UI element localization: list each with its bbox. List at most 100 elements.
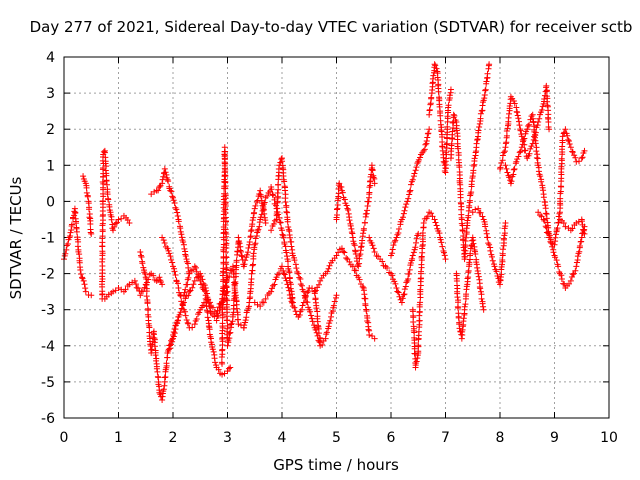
data-point bbox=[279, 263, 285, 270]
x-tick-label: 1 bbox=[114, 430, 123, 446]
data-point-trace bbox=[396, 293, 403, 300]
data-point-trace bbox=[242, 257, 249, 264]
data-point-trace bbox=[473, 140, 480, 147]
data-point-trace bbox=[168, 256, 175, 263]
data-point-trace bbox=[456, 325, 463, 332]
data-point bbox=[349, 263, 356, 270]
data-point-trace bbox=[80, 277, 87, 284]
data-point-trace bbox=[168, 188, 175, 195]
data-point bbox=[333, 252, 340, 259]
data-point-trace bbox=[557, 195, 564, 202]
data-point bbox=[202, 292, 209, 299]
data-point-trace bbox=[250, 250, 257, 257]
data-point-trace bbox=[226, 330, 233, 337]
data-point bbox=[88, 292, 95, 299]
data-point bbox=[300, 288, 307, 295]
data-point-trace bbox=[531, 128, 538, 135]
data-point-trace bbox=[516, 122, 523, 129]
data-point-trace bbox=[153, 365, 160, 372]
data-point-trace bbox=[160, 237, 167, 244]
data-point-trace bbox=[184, 319, 191, 326]
data-point-trace bbox=[287, 295, 294, 302]
data-point-trace bbox=[528, 113, 535, 120]
data-point-trace bbox=[510, 98, 517, 105]
data-point bbox=[115, 216, 122, 223]
data-point-trace bbox=[481, 95, 488, 102]
data-point-trace bbox=[195, 271, 202, 278]
data-point-trace bbox=[346, 217, 353, 224]
data-point-trace bbox=[578, 238, 585, 245]
data-point-trace bbox=[62, 250, 69, 257]
data-point-trace bbox=[413, 164, 420, 171]
data-point-trace bbox=[275, 181, 282, 188]
data-point-trace bbox=[124, 216, 131, 223]
data-point-trace bbox=[477, 110, 484, 117]
data-point-trace bbox=[144, 300, 151, 307]
data-point bbox=[573, 263, 580, 270]
data-point-trace bbox=[170, 333, 177, 340]
data-point bbox=[578, 155, 585, 162]
data-point bbox=[567, 277, 574, 284]
data-point bbox=[409, 252, 416, 259]
data-point-trace bbox=[319, 341, 326, 348]
data-point-trace bbox=[508, 178, 515, 185]
data-point-trace bbox=[479, 213, 486, 220]
data-point-trace bbox=[441, 249, 448, 256]
data-point-trace bbox=[409, 255, 416, 262]
data-point-trace bbox=[216, 304, 223, 311]
data-point-trace bbox=[507, 177, 514, 184]
data-point-trace bbox=[429, 213, 436, 220]
data-point-trace bbox=[425, 130, 432, 137]
data-point-trace bbox=[162, 373, 169, 380]
data-point-trace bbox=[285, 284, 292, 291]
data-point-trace bbox=[228, 320, 235, 327]
data-point-trace bbox=[338, 183, 345, 190]
data-point-trace bbox=[274, 205, 281, 212]
data-point-trace bbox=[462, 301, 469, 308]
data-point-trace bbox=[102, 160, 109, 167]
data-point-trace bbox=[400, 291, 407, 298]
data-point-trace bbox=[87, 220, 94, 227]
data-point-trace bbox=[395, 289, 402, 296]
data-point-trace bbox=[225, 365, 232, 372]
data-point-trace bbox=[223, 317, 230, 324]
data-point-trace bbox=[503, 165, 510, 172]
data-point-trace bbox=[529, 115, 536, 122]
data-point-trace bbox=[451, 112, 458, 119]
data-point-trace bbox=[212, 359, 219, 366]
data-point-trace bbox=[247, 228, 254, 235]
data-point-trace bbox=[151, 343, 158, 350]
data-point-trace bbox=[161, 374, 168, 381]
data-point bbox=[567, 144, 574, 151]
data-point-trace bbox=[122, 286, 129, 293]
data-point-trace bbox=[560, 219, 567, 226]
data-point-trace bbox=[270, 220, 277, 227]
data-point-trace bbox=[464, 217, 471, 224]
data-point-trace bbox=[506, 174, 513, 181]
data-point-trace bbox=[470, 162, 477, 169]
data-point-trace bbox=[413, 358, 420, 365]
data-point bbox=[502, 220, 509, 227]
data-point-trace bbox=[222, 172, 229, 179]
y-axis-label: SDTVAR / TECUs bbox=[7, 176, 25, 299]
data-point bbox=[251, 241, 258, 248]
data-point-trace bbox=[166, 345, 173, 352]
data-point bbox=[480, 306, 487, 313]
data-point-trace bbox=[354, 262, 361, 269]
data-point-trace bbox=[234, 316, 241, 323]
data-point-trace bbox=[81, 281, 88, 288]
data-point-trace bbox=[541, 95, 548, 102]
data-point bbox=[164, 245, 171, 252]
data-point-trace bbox=[143, 276, 150, 283]
data-point-trace bbox=[314, 332, 321, 339]
data-point-trace bbox=[247, 233, 254, 240]
data-point-trace bbox=[515, 153, 522, 160]
data-point-trace bbox=[248, 276, 255, 283]
data-point-trace bbox=[309, 318, 316, 325]
data-point bbox=[431, 61, 438, 68]
data-point bbox=[546, 126, 553, 133]
data-point bbox=[450, 111, 457, 118]
data-point-trace bbox=[308, 312, 315, 319]
data-point-trace bbox=[150, 272, 157, 279]
data-point-trace bbox=[405, 195, 412, 202]
